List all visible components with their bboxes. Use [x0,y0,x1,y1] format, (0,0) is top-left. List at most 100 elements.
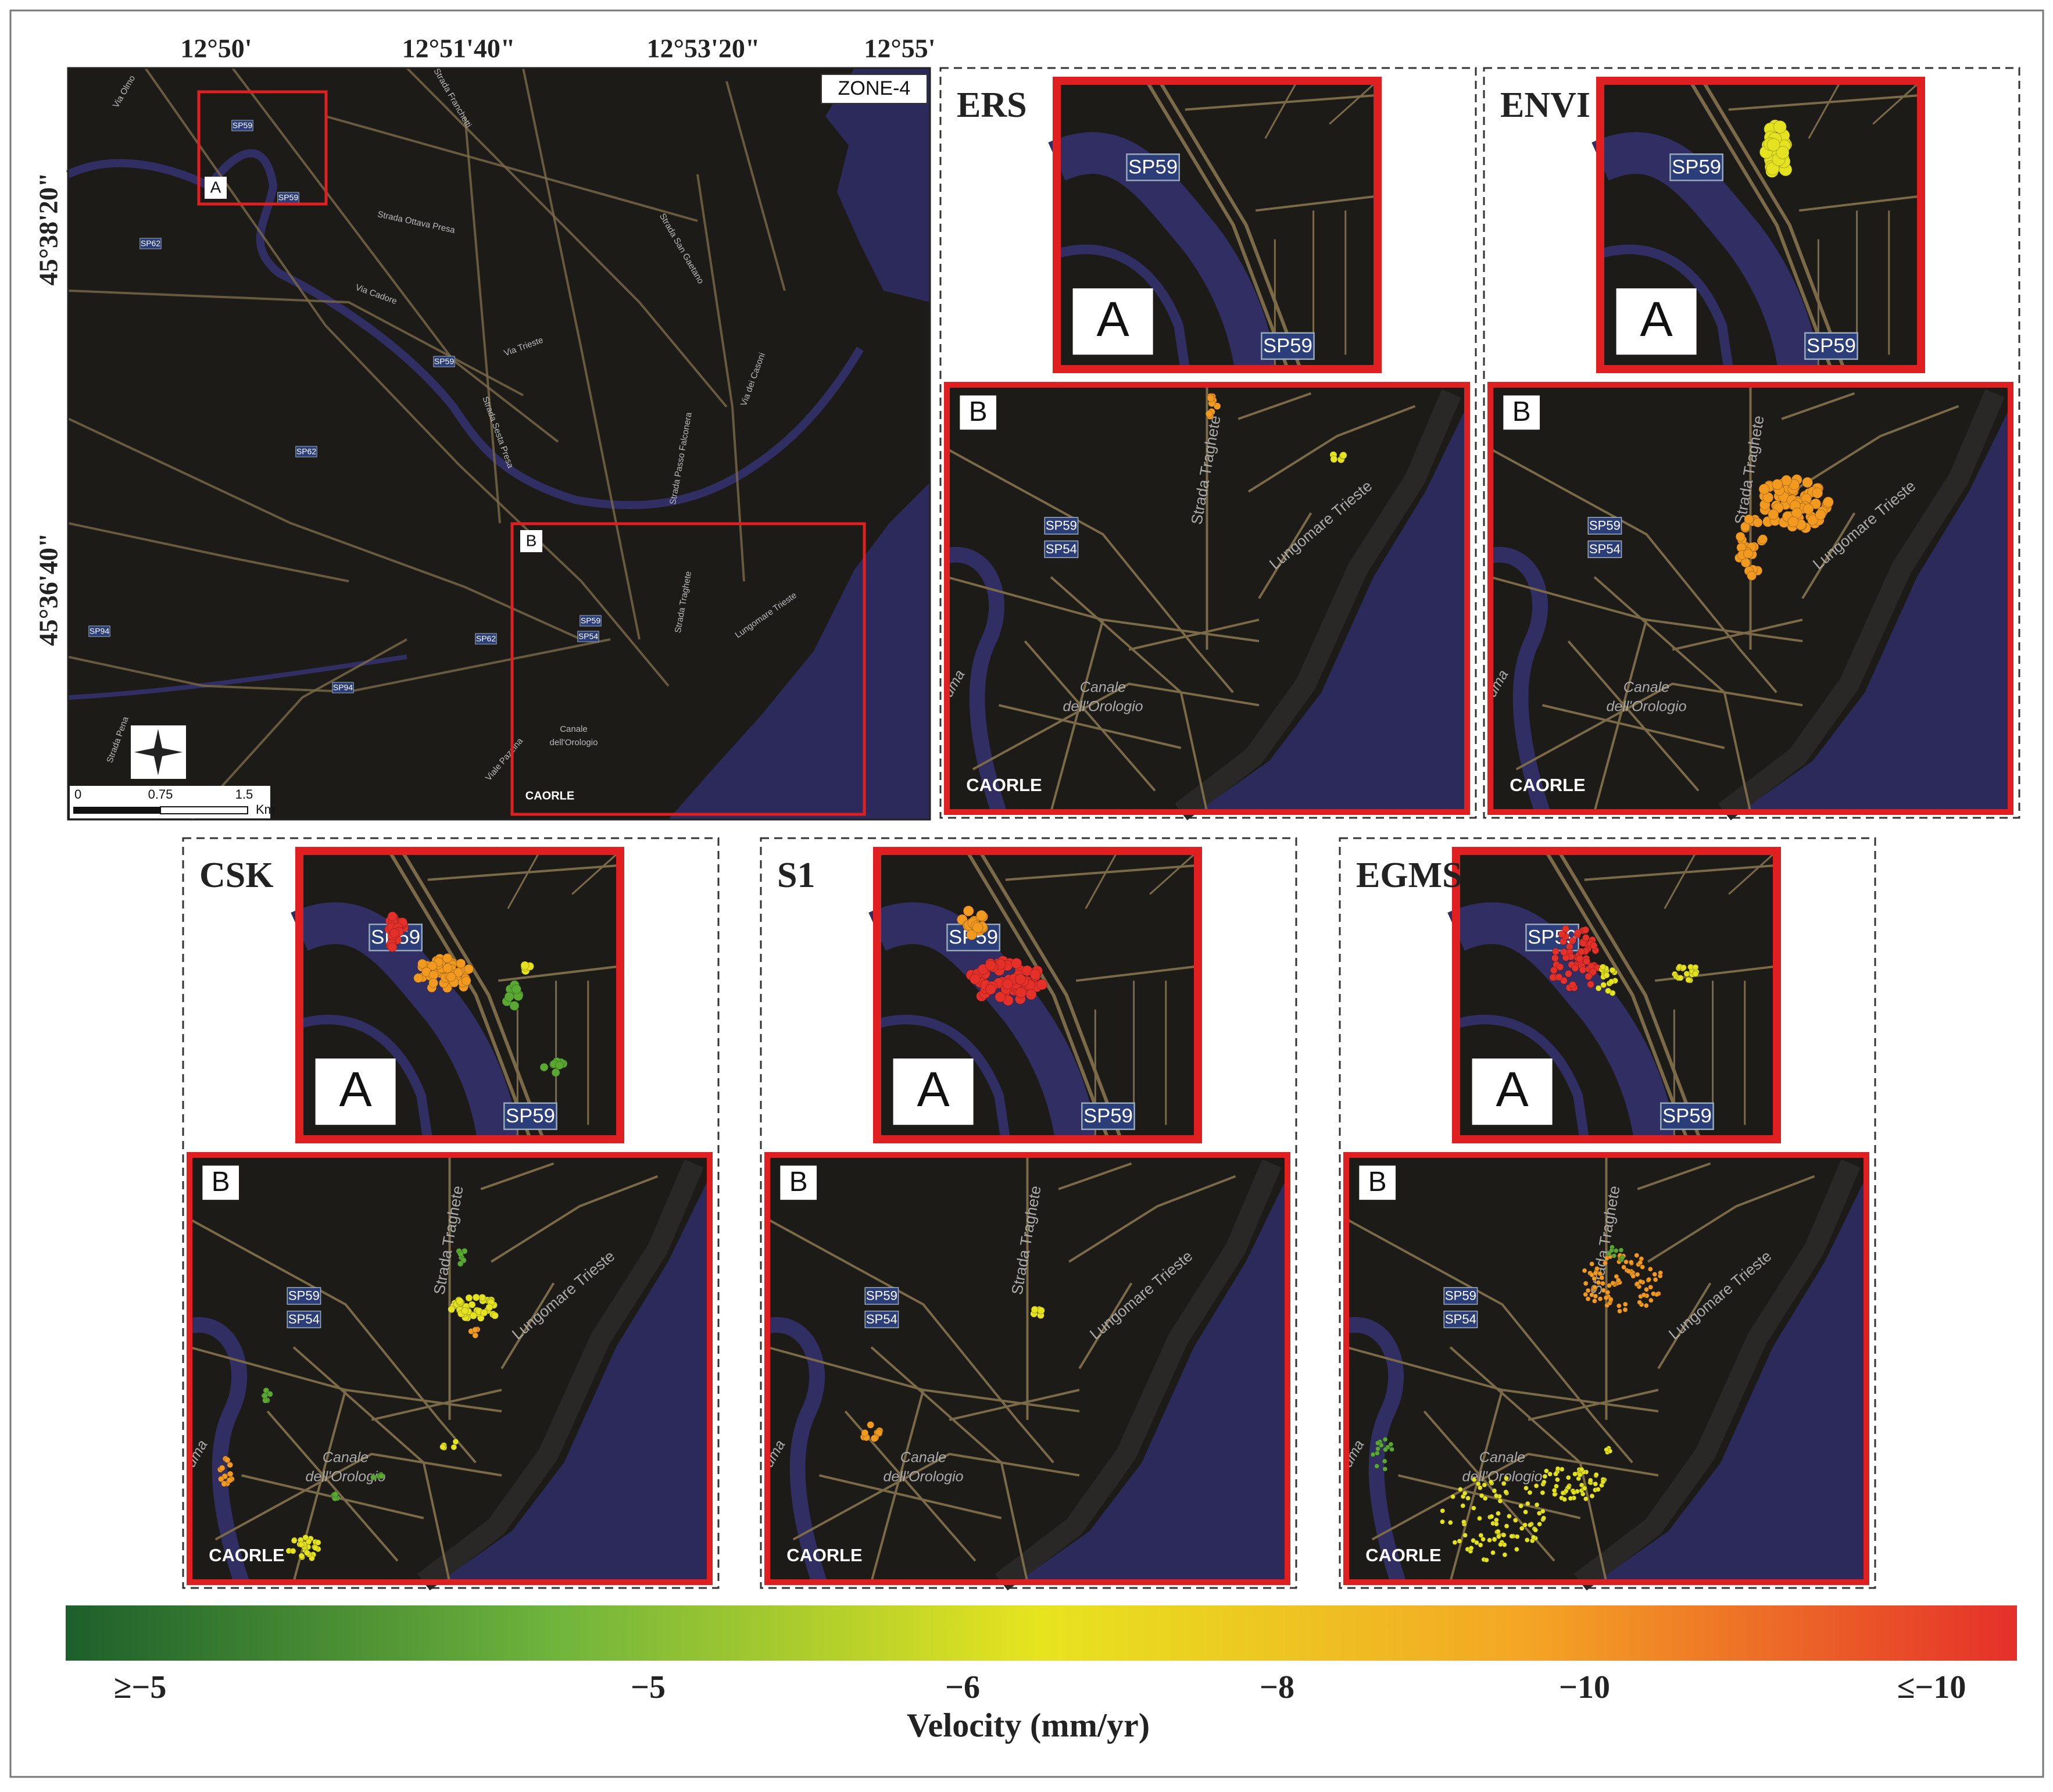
road [1449,1389,1504,1583]
road [1557,850,1702,1140]
ps-point [1495,1529,1501,1535]
road [949,1389,1080,1421]
ps-point [970,973,981,985]
inset-label-bg [1359,1165,1396,1200]
road [978,850,1123,1140]
ps-point [1653,1277,1658,1283]
ps-point [1471,1537,1476,1543]
beach [417,1159,704,1591]
ps-point [1605,988,1612,995]
map-label: A [1640,292,1673,346]
road [325,115,698,222]
ps-point [491,1311,499,1319]
map-label: B [1368,1167,1387,1197]
map-label: SP59 [1128,156,1178,178]
road [1158,80,1303,370]
river [766,1317,827,1585]
ps-point [1207,394,1215,402]
ps-point [509,1000,520,1011]
ps-point [1457,1538,1462,1544]
map-label: dell'Orologio [550,738,598,747]
map-label: ≥−5 [114,1669,167,1705]
ps-point [457,1250,464,1257]
ps-point [1483,1557,1489,1563]
ps-point [1758,484,1770,495]
map-label: B [789,1167,808,1197]
road [1728,850,1778,895]
road [1085,850,1119,909]
ps-point [1600,1280,1605,1286]
map-label: Velocity (mm/yr) [907,1706,1150,1744]
road [965,850,1110,1140]
scale-bar [160,806,248,814]
ps-point [1375,1446,1381,1452]
ps-point [1595,1486,1601,1492]
road-badge [1044,540,1079,559]
ps-point [1514,1534,1520,1540]
ps-point [1031,1305,1039,1314]
map-label: SP59 [1046,518,1077,532]
ps-point [1562,925,1570,933]
ps-point [1787,516,1799,528]
ps-point [1685,977,1692,983]
ps-point [867,1421,875,1429]
ps-point [1534,1502,1540,1508]
ps-point [1802,477,1814,488]
ps-point [1541,1515,1547,1521]
ps-point [1611,1253,1617,1258]
box-label-bg [520,530,542,552]
road-badge [1081,1102,1135,1131]
ps-point [1037,1307,1045,1315]
panel-border [182,837,720,1589]
ps-point [1542,1473,1548,1479]
map-label: A [1096,292,1129,346]
ps-point [1752,517,1763,528]
ps-point [1589,968,1597,976]
ps-point [1574,929,1582,937]
road [67,417,582,641]
river [298,1014,432,1140]
ps-point [1527,1490,1533,1496]
road-badge [1660,1102,1714,1131]
ps-point [1551,1487,1557,1493]
river [188,1317,249,1585]
ps-point [1616,1303,1622,1309]
road-badge [433,356,455,367]
road [406,67,728,408]
map-label: SP59 [278,192,298,202]
map-label: SP54 [1589,542,1621,556]
inset-frame [1487,382,2013,815]
ps-point [1772,478,1783,490]
ps-point [1590,942,1598,950]
map-label: SP59 [1445,1288,1476,1303]
ps-point [378,1472,385,1479]
road [1542,704,1725,749]
ps-point [439,1443,446,1450]
road [1728,94,1922,111]
road [725,81,786,291]
map-label: A [917,1062,950,1117]
ps-point [1493,1493,1499,1499]
ps-point [1583,1496,1589,1502]
ps-point [1530,1535,1536,1540]
map-label: CAORLE [786,1545,862,1565]
ps-point [1560,977,1568,985]
ps-point [1447,1519,1453,1525]
ps-point [1476,1515,1482,1521]
ps-point [1553,1471,1559,1477]
ps-point [1582,1485,1587,1491]
river [1055,244,1190,370]
road [1329,80,1379,125]
ps-point [1571,1490,1577,1496]
road [1688,80,1833,370]
zone-box [821,74,928,104]
road [1528,1389,1659,1421]
ps-point [1641,1292,1647,1298]
map-label: SP59 [288,1288,320,1303]
ps-point [1582,926,1590,934]
ps-point [1618,1247,1624,1253]
ps-point [1630,1274,1636,1279]
road [1248,405,1416,493]
ps-point [1554,1477,1560,1483]
ps-point [985,960,996,971]
